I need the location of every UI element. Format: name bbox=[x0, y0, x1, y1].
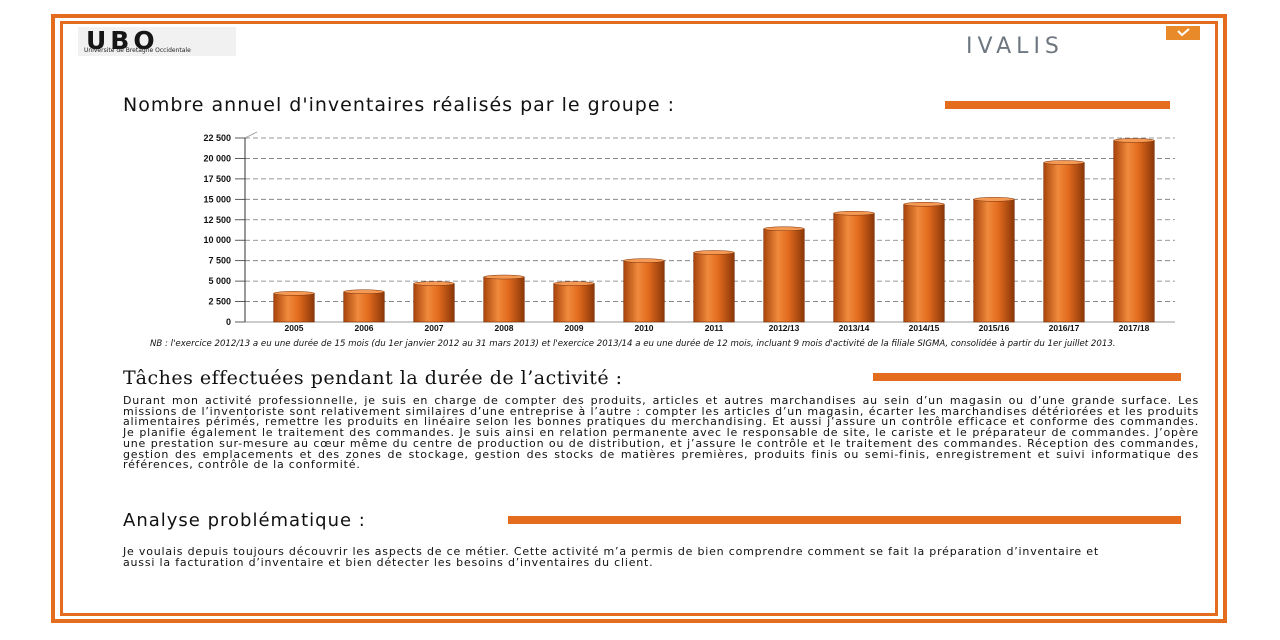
x-tick-label: 2016/17 bbox=[1049, 323, 1080, 333]
bar-top bbox=[693, 250, 735, 255]
y-tick-label: 10 000 bbox=[203, 235, 231, 245]
bar bbox=[413, 283, 455, 323]
x-tick-label: 2010 bbox=[635, 323, 654, 333]
x-tick-label: 2009 bbox=[565, 323, 584, 333]
y-tick-label: 0 bbox=[226, 317, 231, 327]
x-tick-label: 2013/14 bbox=[839, 323, 870, 333]
bar-top bbox=[763, 226, 805, 232]
y-tick-label: 15 000 bbox=[203, 194, 231, 204]
bar-top bbox=[973, 197, 1015, 202]
x-tick-label: 2015/16 bbox=[979, 323, 1010, 333]
bar bbox=[623, 260, 665, 323]
y-tick-label: 12 500 bbox=[203, 215, 231, 225]
bar-top bbox=[1113, 138, 1155, 143]
bar-top bbox=[413, 281, 455, 286]
bar-top bbox=[553, 281, 595, 286]
bar-top bbox=[343, 289, 385, 294]
bar bbox=[833, 212, 875, 323]
tasks-paragraph: Durant mon activité professionnelle, je … bbox=[123, 394, 1199, 472]
y-tick-label: 17 500 bbox=[203, 174, 231, 184]
bar-top bbox=[833, 210, 875, 216]
x-tick-label: 2014/15 bbox=[909, 323, 940, 333]
ubo-logo-subtitle: Université de Bretagne Occidentale bbox=[84, 47, 191, 54]
section-title-analysis: Analyse problématique : bbox=[123, 510, 366, 531]
bar bbox=[903, 203, 945, 323]
bar-top bbox=[903, 201, 945, 207]
ivalis-logo: IVALIS bbox=[966, 34, 1064, 59]
section-title-inventories: Nombre annuel d'inventaires réalisés par… bbox=[123, 94, 675, 116]
x-tick-label: 2005 bbox=[285, 323, 304, 333]
bar-top bbox=[483, 274, 525, 280]
bar bbox=[483, 276, 525, 323]
bar bbox=[1043, 162, 1085, 323]
y-tick-label: 20 000 bbox=[203, 153, 231, 163]
x-tick-label: 2006 bbox=[355, 323, 374, 333]
x-tick-label: 2011 bbox=[705, 323, 724, 333]
title-underline-bar bbox=[508, 516, 1181, 524]
chart-wall-edge bbox=[244, 131, 258, 139]
ubo-logo-mark: UBO bbox=[86, 26, 159, 55]
y-tick-label: 22 500 bbox=[203, 133, 231, 143]
bar bbox=[553, 283, 595, 323]
ubo-logo: UBO Université de Bretagne Occidentale bbox=[78, 27, 236, 56]
bar bbox=[273, 293, 315, 323]
y-tick-label: 7 500 bbox=[208, 256, 231, 266]
section-title-tasks: Tâches effectuées pendant la durée de l’… bbox=[123, 367, 623, 389]
analysis-paragraph: Je voulais depuis toujours découvrir les… bbox=[123, 545, 1099, 569]
x-tick-label: 2008 bbox=[495, 323, 514, 333]
bar bbox=[763, 228, 805, 323]
y-tick-label: 5 000 bbox=[208, 276, 231, 286]
page-border-outer bbox=[51, 14, 1227, 623]
bar bbox=[973, 199, 1015, 323]
bar bbox=[343, 291, 385, 323]
checkmark-icon bbox=[1166, 26, 1200, 40]
x-tick-label: 2012/13 bbox=[769, 323, 800, 333]
x-tick-label: 2007 bbox=[425, 323, 444, 333]
bar bbox=[1113, 140, 1155, 323]
bar-top bbox=[273, 291, 315, 296]
bar-top bbox=[623, 258, 665, 263]
inventory-bar-chart: 0 2 500 5 000 7 500 10 000 12 500 15 000 17 500… bbox=[203, 131, 1175, 333]
y-tick-label: 2 500 bbox=[208, 297, 231, 307]
bar-top bbox=[1043, 160, 1085, 165]
page-border-inner bbox=[60, 21, 1218, 616]
x-tick-label: 2017/18 bbox=[1119, 323, 1150, 333]
title-underline-bar bbox=[873, 373, 1181, 381]
title-underline-bar bbox=[945, 101, 1170, 109]
bar bbox=[693, 252, 735, 323]
chart-footnote: NB : l'exercice 2012/13 a eu une durée d… bbox=[150, 339, 1116, 349]
